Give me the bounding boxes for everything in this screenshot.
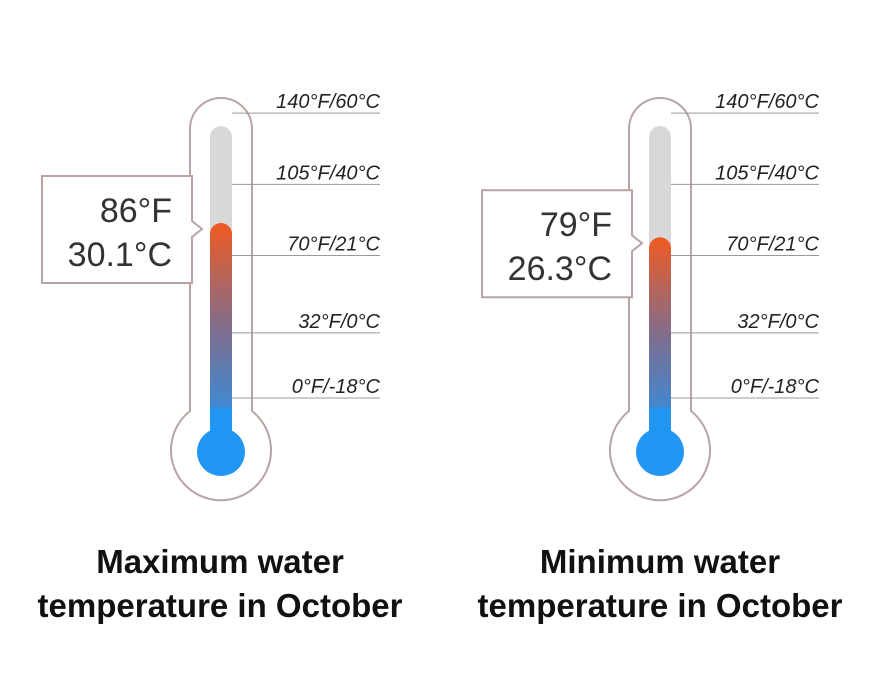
tick-label: 32°F/0°C [298, 311, 380, 333]
thermometer-title: Maximum water temperature in October [38, 543, 403, 624]
value-fahrenheit: 86°F [100, 192, 172, 230]
value-callout [481, 189, 644, 299]
title-line: Minimum water [540, 543, 780, 580]
tick-label: 140°F/60°C [276, 91, 380, 113]
tick-label: 0°F/-18°C [731, 376, 820, 398]
mercury-column [210, 222, 232, 446]
tick-label: 70°F/21°C [726, 234, 819, 256]
thermometer-1: 140°F/60°C 105°F/40°C 70°F/21°C 32°F/0°C 0°F… [38, 91, 403, 624]
title-line: temperature in October [38, 587, 403, 624]
tick-label: 32°F/0°C [737, 311, 819, 333]
value-celsius: 30.1°C [68, 236, 172, 274]
tick-label: 140°F/60°C [715, 91, 819, 113]
thermometer-title: Minimum water temperature in October [478, 543, 843, 624]
tick-label: 105°F/40°C [276, 162, 380, 184]
mercury-bulb [636, 428, 684, 476]
mercury-column [649, 237, 671, 446]
tick-label: 0°F/-18°C [292, 376, 381, 398]
tick-label: 70°F/21°C [287, 234, 380, 256]
value-fahrenheit: 79°F [540, 206, 612, 244]
title-line: temperature in October [478, 587, 843, 624]
mercury-bulb [197, 428, 245, 476]
value-celsius: 26.3°C [508, 250, 612, 288]
value-callout [41, 174, 204, 284]
tick-label: 105°F/40°C [715, 162, 819, 184]
title-line: Maximum water [96, 543, 344, 580]
thermometer-2: 140°F/60°C 105°F/40°C 70°F/21°C 32°F/0°C 0°F… [478, 91, 843, 624]
